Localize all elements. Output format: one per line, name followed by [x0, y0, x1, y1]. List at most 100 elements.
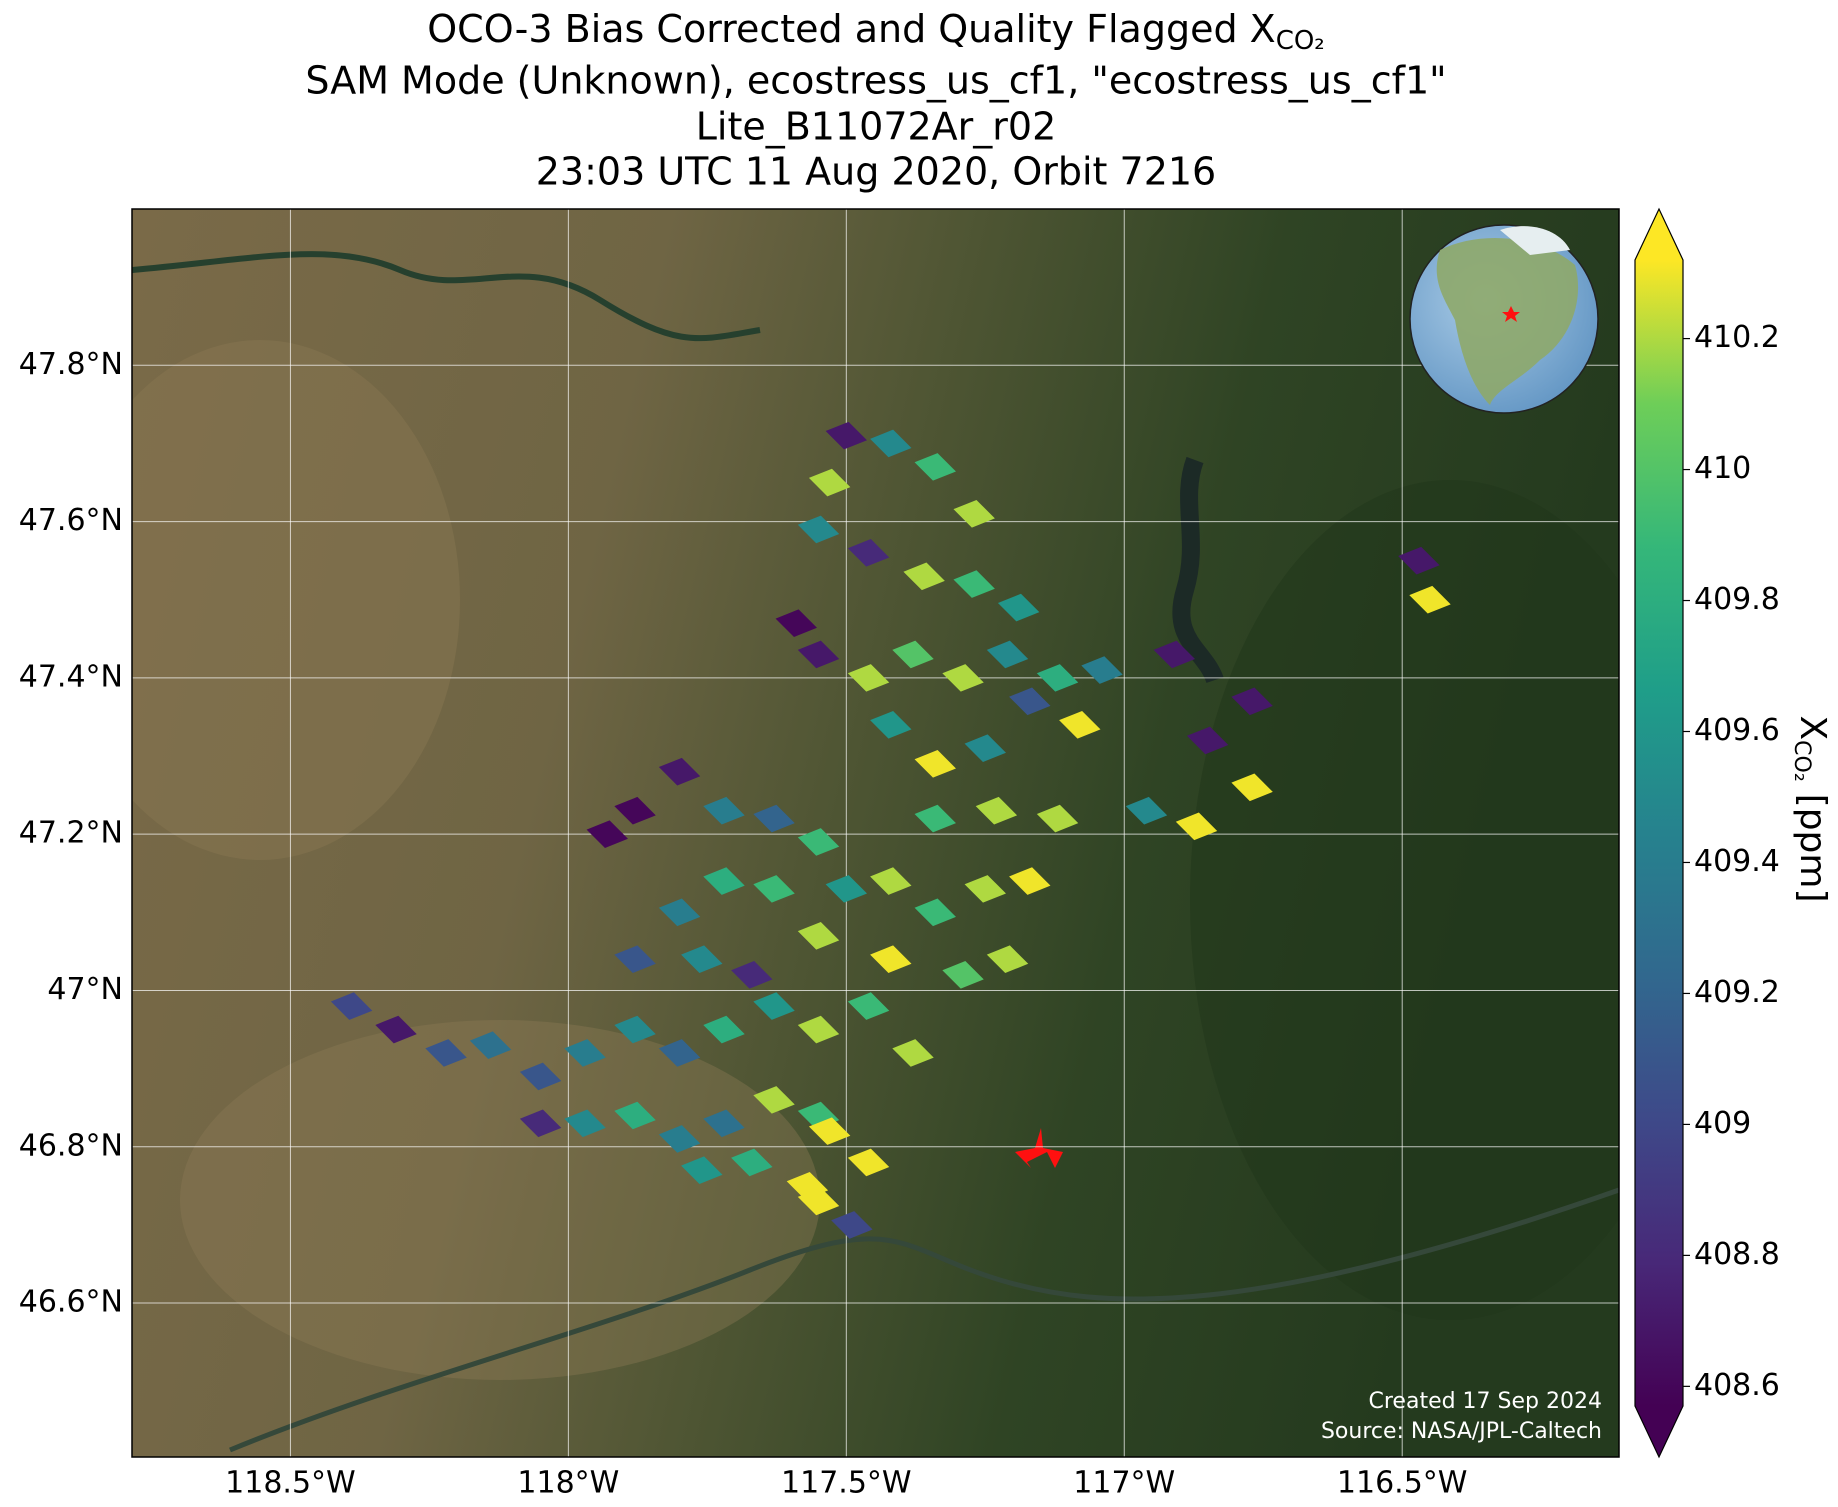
y-tick-label: 46.8°N [19, 1128, 123, 1163]
y-tick-label: 47.2°N [19, 816, 123, 851]
x-tick-label: 116.5°W [1337, 1466, 1468, 1501]
title-text: OCO-3 Bias Corrected and Quality Flagged… [427, 7, 1275, 51]
y-tick-label: 47°N [47, 972, 123, 1007]
sounding-pixel [375, 1015, 417, 1044]
globe-marker [1502, 306, 1520, 322]
sounding-pixel [914, 898, 956, 927]
sounding-pixel [731, 961, 773, 989]
sounding-pixel [614, 945, 656, 974]
sounding-pixel [986, 945, 1029, 974]
sounding-pixel [975, 796, 1018, 825]
sounding-pixel [753, 1086, 795, 1114]
sounding-pixel [1409, 585, 1451, 614]
sounding-pixel [903, 562, 945, 591]
sounding-pixel [914, 453, 956, 481]
sounding-pixel [986, 640, 1029, 669]
sounding-pixel [964, 734, 1006, 763]
sounding-pixel [753, 992, 795, 1020]
colorbar-tick-label: 409.2 [1694, 975, 1780, 1010]
sounding-pixel [614, 1101, 656, 1130]
sounding-pixel [731, 1148, 773, 1177]
sounding-pixel [330, 992, 373, 1020]
sounding-pixel [997, 593, 1040, 622]
sounding-pixel [658, 757, 701, 786]
sounding-pixel [797, 1187, 840, 1216]
colorbar-label: XCO₂ [ppm] [1789, 715, 1833, 902]
sounding-pixel [870, 429, 912, 458]
sounding-pixel [847, 1148, 890, 1177]
sounding-pixel [1231, 687, 1273, 716]
colorbar-tick-label: 409.8 [1694, 582, 1780, 617]
colorbar-tick-label: 409.6 [1694, 713, 1780, 748]
sounding-pixel [614, 1015, 656, 1044]
sounding-pixel [847, 539, 890, 567]
colorbar-tick-label: 408.8 [1694, 1237, 1780, 1272]
sounding-pixel [658, 1039, 701, 1067]
sounding-pixel [964, 875, 1006, 903]
sounding-pixel [831, 1211, 873, 1239]
colorbar-tick-label: 409.4 [1694, 844, 1780, 879]
sounding-pixel [808, 1117, 851, 1145]
title-subscript: CO₂ [1276, 26, 1325, 56]
colorbar-unit: [ppm] [1792, 794, 1833, 903]
y-tick-label: 47.8°N [19, 347, 123, 382]
sounding-pixel [681, 945, 723, 974]
colorbar [1634, 207, 1690, 1459]
sounding-pixel [519, 1109, 562, 1138]
sounding-pixel [914, 750, 956, 778]
footer-created: Created 17 Sep 2024 [1369, 1389, 1603, 1414]
sounding-pixel [1081, 656, 1123, 684]
globe-land [1436, 238, 1579, 405]
sounding-pixel [797, 1015, 840, 1044]
sounding-pixel [703, 1109, 745, 1138]
sounding-pixel [914, 804, 956, 833]
sounding-pixel [703, 796, 745, 825]
sounding-pixel [425, 1039, 467, 1067]
globe-inset [1409, 224, 1599, 414]
sounding-pixel [753, 875, 795, 903]
map-area: Created 17 Sep 2024 Source: NASA/JPL-Cal… [132, 209, 1619, 1457]
globe-ice [1500, 226, 1570, 255]
lake [1172, 456, 1224, 684]
sounding-pixel [703, 867, 745, 895]
sounding-pixel [1398, 546, 1440, 575]
colorbar-body [1635, 260, 1683, 1406]
sounding-pixel [1036, 804, 1079, 833]
sounding-pixel [753, 804, 795, 833]
sounding-pixel [1009, 687, 1051, 716]
sounding-pixel [953, 499, 995, 528]
sounding-pixel [1175, 812, 1218, 841]
colorbar-symbol: X [1792, 715, 1833, 740]
sounding-pixel [703, 1015, 745, 1044]
map-frame [131, 208, 1620, 1458]
subtitle: 23:03 UTC 11 Aug 2020, Orbit 7216 [536, 150, 1216, 194]
subtitle: Lite_B11072Ar_r02 [696, 105, 1057, 149]
sounding-pixel [1125, 796, 1168, 825]
soundings [330, 421, 1451, 1239]
sounding-pixel [825, 875, 868, 903]
sounding-pixel [1059, 710, 1101, 739]
terrain [132, 340, 460, 860]
sounding-pixel [614, 796, 656, 825]
sounding-pixel [1186, 726, 1229, 755]
y-tick-label: 46.6°N [19, 1285, 123, 1320]
sounding-pixel [1009, 867, 1051, 895]
sounding-pixel [1231, 773, 1273, 802]
site-marker [1015, 1128, 1063, 1168]
sounding-pixel [586, 820, 628, 848]
sounding-pixel [942, 961, 984, 989]
x-tick-label: 117°W [1073, 1466, 1175, 1501]
colorbar-extend-min [1635, 1406, 1683, 1457]
sounding-pixel [775, 609, 817, 637]
sounding-pixel [1036, 664, 1079, 692]
terrain [180, 1020, 820, 1380]
colorbar-tick-label: 410.2 [1694, 320, 1780, 355]
x-tick-label: 117.5°W [781, 1466, 912, 1501]
sounding-pixel [797, 828, 840, 856]
title-line: OCO-3 Bias Corrected and Quality Flagged… [427, 7, 1324, 56]
colorbar-outline [1634, 207, 1684, 1459]
sounding-pixel [797, 515, 840, 544]
forest [1190, 480, 1619, 1320]
sounding-pixel [953, 570, 995, 598]
